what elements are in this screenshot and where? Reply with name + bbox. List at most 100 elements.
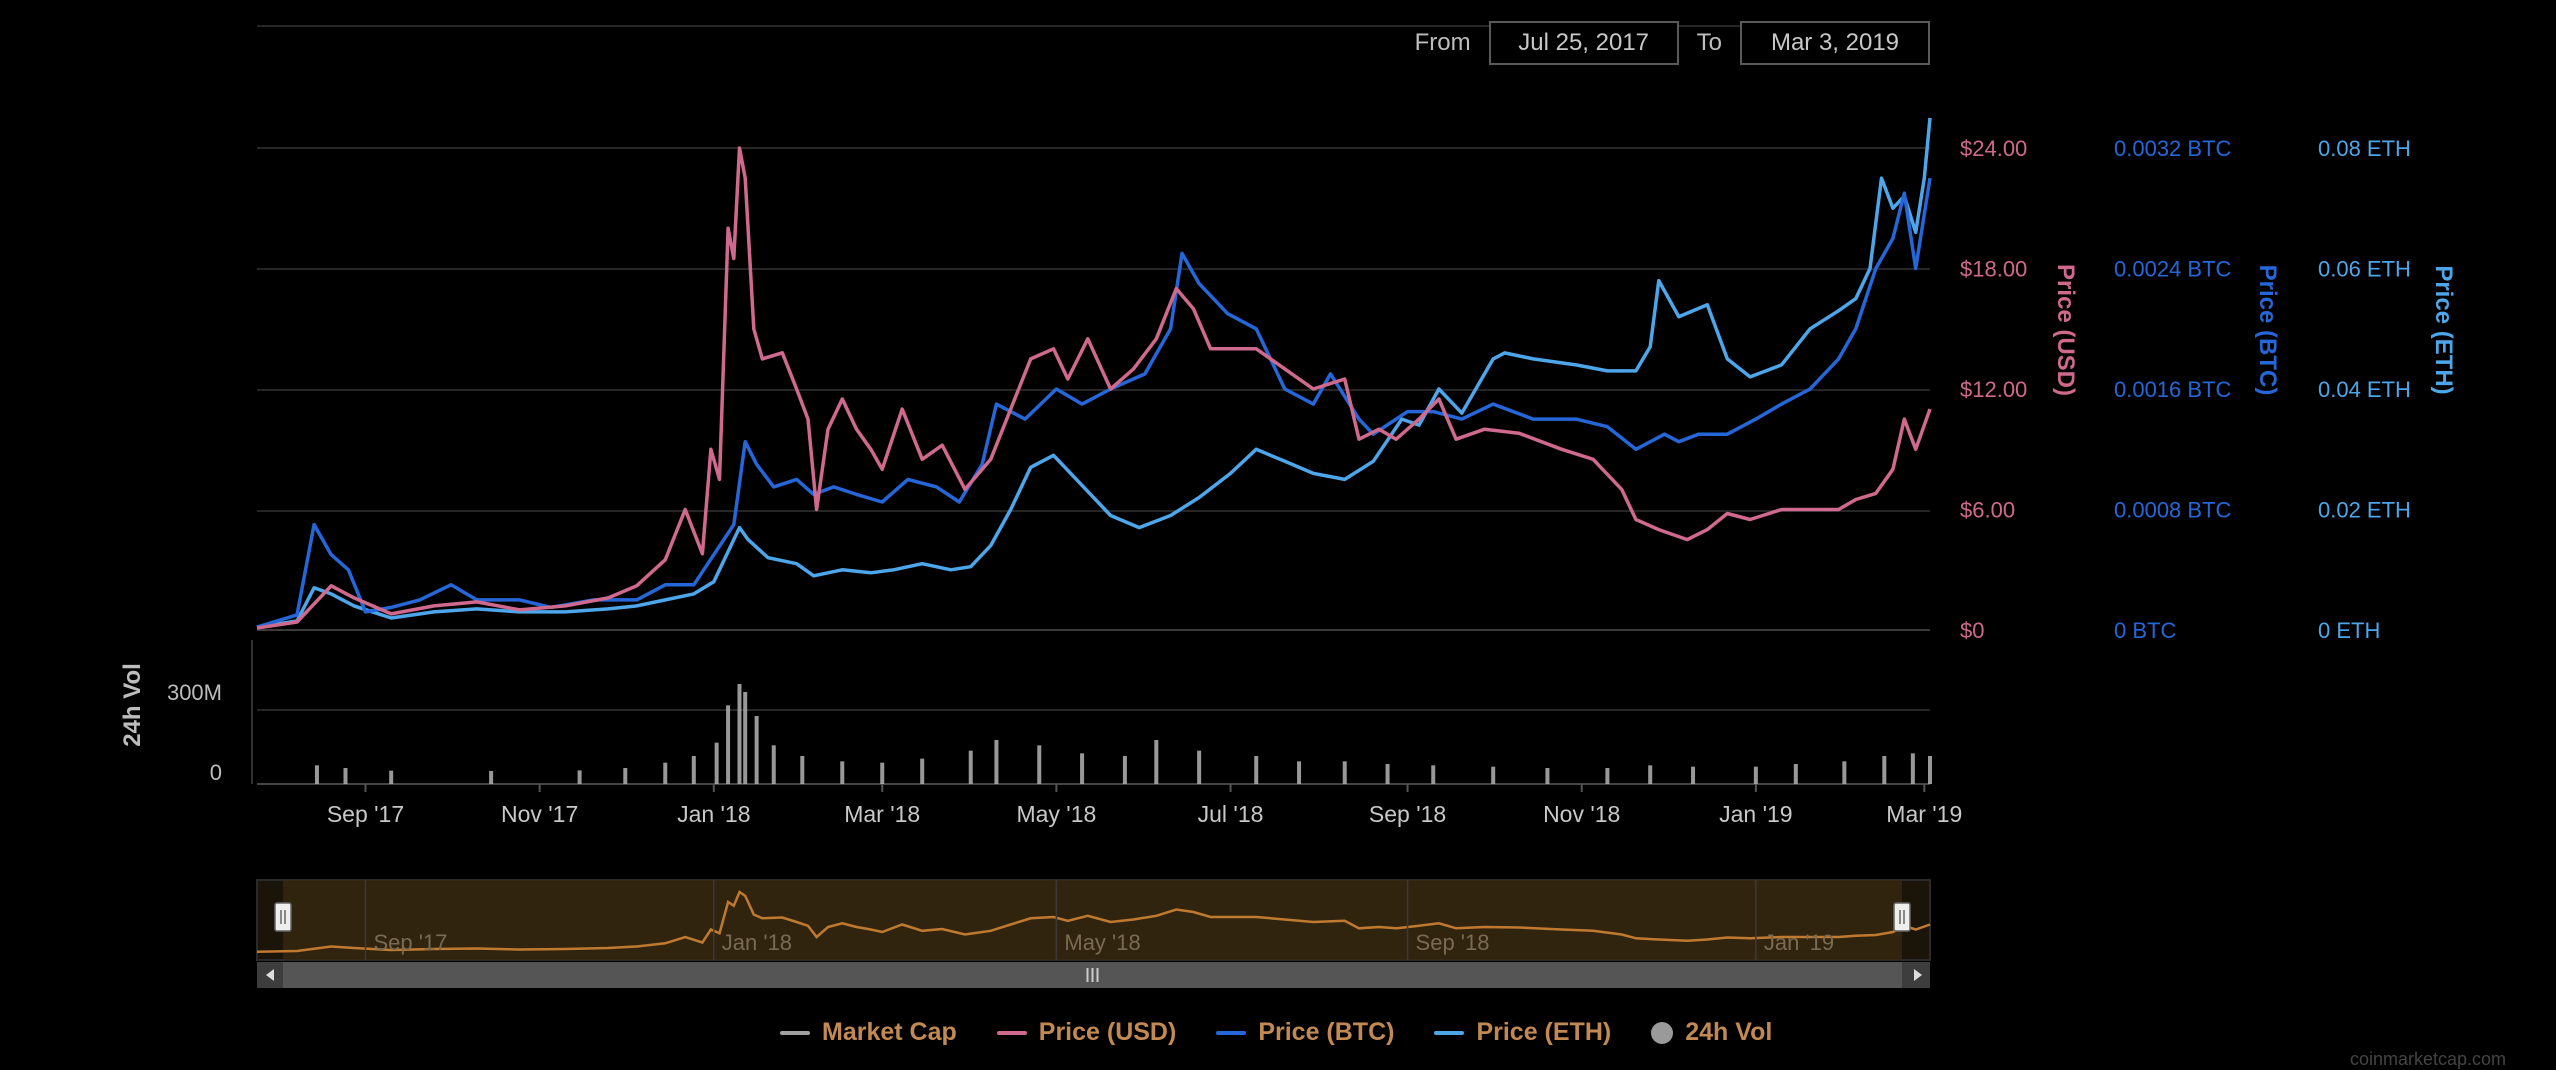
usd-tick-label: $12.00 <box>1960 377 2027 402</box>
x-tick-label: Sep '17 <box>327 801 404 827</box>
x-tick-label: Nov '18 <box>1543 801 1620 827</box>
volume-bar <box>1882 756 1887 784</box>
volume-bar <box>1691 766 1696 784</box>
legend-line-icon <box>1216 1030 1247 1035</box>
btc-tick-label: 0.0008 BTC <box>2114 498 2232 523</box>
volume-bar <box>1753 766 1758 784</box>
vol-tick-label: 0 <box>210 760 222 785</box>
volume-bar <box>754 716 759 784</box>
navigator-left-handle[interactable] <box>274 902 292 932</box>
from-label: From <box>1414 29 1471 56</box>
chart-legend: Market Cap Price (USD) Price (BTC) Price (E… <box>780 1018 1772 1047</box>
series-line-usd <box>256 146 1932 630</box>
volume-bar <box>1297 761 1302 784</box>
navigator-right-handle[interactable] <box>1893 902 1911 932</box>
series-line-eth <box>256 117 1932 629</box>
usd-tick-label: $24.00 <box>1960 136 2027 161</box>
volume-bar <box>1254 756 1259 784</box>
btc-tick-label: 0.0016 BTC <box>2114 377 2232 402</box>
volume-bar <box>737 684 742 784</box>
usd-tick-label: $6.00 <box>1960 498 2015 523</box>
legend-item[interactable]: Price (USD) <box>996 1018 1177 1047</box>
navigator-selection <box>283 880 1902 960</box>
volume-bar <box>1080 753 1085 784</box>
volume-bar <box>1842 761 1847 784</box>
volume-bar <box>1037 745 1042 784</box>
eth-tick-label: 0 ETH <box>2318 618 2380 643</box>
legend-line-icon <box>996 1030 1027 1035</box>
chevron-right-icon <box>1914 969 1922 981</box>
volume-bar <box>1648 765 1653 784</box>
legend-line-icon <box>780 1030 810 1035</box>
legend-label: Price (ETH) <box>1476 1018 1612 1046</box>
legend-label: Price (BTC) <box>1258 1018 1395 1046</box>
watermark: coinmarketcap.com <box>2349 1049 2506 1069</box>
volume-bar <box>663 762 668 784</box>
volume-bar <box>389 770 394 784</box>
chevron-left-icon <box>266 969 274 981</box>
volume-bar <box>920 758 925 784</box>
series-line-btc <box>256 177 1932 629</box>
volume-bar <box>1342 761 1347 784</box>
x-tick-label: Jan '19 <box>1719 801 1792 827</box>
volume-bar <box>1545 768 1550 784</box>
volume-bar <box>800 756 805 784</box>
navigator-tick-label: Jan '19 <box>1764 930 1834 955</box>
btc-tick-label: 0.0032 BTC <box>2114 136 2232 161</box>
to-label: To <box>1696 29 1722 56</box>
vol-tick-label: 300M <box>167 680 222 705</box>
volume-bar <box>1605 768 1610 784</box>
volume-bar <box>743 692 748 784</box>
x-tick-label: Mar '19 <box>1886 801 1962 827</box>
x-tick-label: Nov '17 <box>501 801 578 827</box>
usd-tick-label: $18.00 <box>1960 257 2027 282</box>
x-tick-label: May '18 <box>1016 801 1096 827</box>
btc-axis-title: Price (BTC) <box>2254 265 2281 396</box>
x-tick-label: Jan '18 <box>677 801 750 827</box>
x-tick-label: Jul '18 <box>1198 801 1264 827</box>
volume-bar <box>1928 756 1932 784</box>
to-date-input[interactable]: Mar 3, 2019 <box>1740 21 1930 65</box>
vol-axis-title: 24h Vol <box>119 663 146 747</box>
legend-item[interactable]: Price (BTC) <box>1216 1018 1394 1047</box>
legend-line-icon <box>1434 1030 1465 1035</box>
volume-bar <box>1122 756 1127 784</box>
x-tick-label: Mar '18 <box>844 801 920 827</box>
usd-tick-label: $0 <box>1960 618 1984 643</box>
legend-label: Price (USD) <box>1038 1018 1177 1046</box>
volume-bar <box>623 768 628 784</box>
usd-axis-title: Price (USD) <box>2052 264 2079 396</box>
eth-tick-label: 0.08 ETH <box>2318 136 2411 161</box>
volume-bar <box>1491 766 1496 784</box>
x-tick-label: Sep '18 <box>1369 801 1446 827</box>
eth-tick-label: 0.06 ETH <box>2318 257 2411 282</box>
navigator-tick-label: May '18 <box>1064 930 1140 955</box>
volume-bar <box>691 756 696 784</box>
legend-item[interactable]: 24h Vol <box>1651 1018 1772 1047</box>
navigator-line <box>256 890 1931 954</box>
legend-label: Market Cap <box>822 1018 957 1046</box>
legend-item[interactable]: Market Cap <box>780 1018 957 1047</box>
volume-bar <box>577 770 582 784</box>
from-date-input[interactable]: Jul 25, 2017 <box>1488 21 1679 65</box>
navigator-tick-label: Jan '18 <box>722 930 792 955</box>
volume-bar <box>1385 764 1390 784</box>
volume-bar <box>771 745 776 784</box>
volume-bar <box>994 740 999 784</box>
volume-bar <box>968 750 973 784</box>
btc-tick-label: 0 BTC <box>2114 618 2176 643</box>
volume-bar <box>1431 765 1436 784</box>
btc-tick-label: 0.0024 BTC <box>2114 257 2232 282</box>
legend-dot-icon <box>1651 1021 1674 1044</box>
volume-bar <box>1154 740 1159 784</box>
volume-bar <box>489 770 494 784</box>
volume-bar <box>880 762 885 784</box>
eth-axis-title: Price (ETH) <box>2430 265 2457 394</box>
legend-item[interactable]: Price (ETH) <box>1434 1018 1611 1047</box>
volume-bar <box>343 768 348 784</box>
date-range: From Jul 25, 2017 To Mar 3, 2019 <box>1415 21 1930 65</box>
volume-bar <box>1793 764 1798 784</box>
navigator-tick-label: Sep '18 <box>1416 930 1490 955</box>
volume-bar <box>726 705 731 784</box>
